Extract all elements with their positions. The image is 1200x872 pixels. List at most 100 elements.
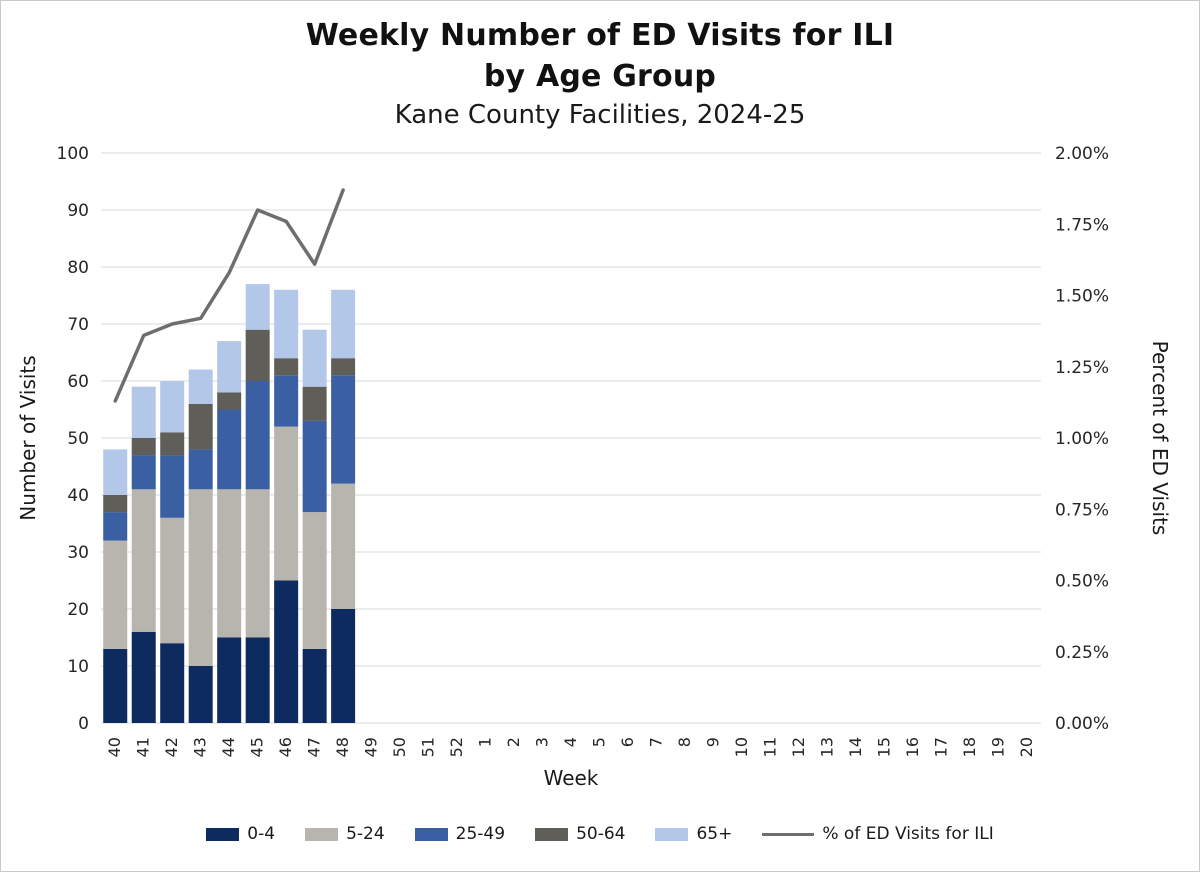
legend-label: 0-4 (247, 824, 276, 844)
bar-segment-65+ (274, 289, 299, 359)
bar-segment-65+ (302, 329, 327, 387)
x-tick-label: 14 (846, 737, 865, 757)
bar-segment-65+ (245, 284, 270, 330)
x-tick-label: 8 (675, 737, 694, 747)
trend-line (113, 188, 345, 403)
x-tick-label: 49 (362, 737, 381, 757)
legend-label: 65+ (696, 824, 733, 844)
x-axis-title: Week (544, 766, 599, 790)
bar-segment-25-49 (331, 375, 356, 484)
x-tick-label: 17 (931, 737, 950, 757)
bar-segment-5-24 (302, 512, 327, 649)
x-tick-label: 12 (789, 737, 808, 757)
bar-segment-0-4 (160, 643, 185, 723)
y-left-tick-label: 60 (67, 372, 89, 392)
x-tick-label: 15 (874, 737, 893, 757)
x-tick-label: 47 (305, 737, 324, 757)
bar-segment-5-24 (160, 517, 185, 644)
y-right-tick-label: 1.25% (1055, 358, 1109, 378)
x-tick-label: 45 (248, 737, 267, 757)
chart-legend: 0-4 5-24 25-49 50-64 65+ % of ED Visits for I… (1, 815, 1199, 853)
y-left-tick-label: 100 (57, 144, 89, 164)
y-right-tick-label: 2.00% (1055, 144, 1109, 164)
x-tick-label: 20 (1017, 737, 1036, 757)
bar-segment-50-64 (188, 403, 213, 450)
y-left-tick-label: 20 (67, 600, 89, 620)
bar-segment-5-24 (103, 540, 128, 649)
legend-swatch-65+ (655, 827, 689, 841)
bar-segment-25-49 (217, 409, 242, 490)
legend-label: 50-64 (576, 824, 626, 844)
y-right-tick-label: 0.00% (1055, 714, 1109, 734)
x-tick-label: 42 (162, 737, 181, 757)
bar-segment-50-64 (331, 358, 356, 376)
legend-swatch-0-4 (206, 827, 240, 841)
bar-segment-50-64 (245, 329, 270, 381)
x-tick-label: 16 (903, 737, 922, 757)
chart-title-line2: by Age Group (483, 59, 717, 94)
bar-segment-25-49 (160, 455, 185, 518)
y-left-tick-label: 80 (67, 258, 89, 278)
legend-label: 5-24 (346, 824, 385, 844)
x-tick-label: 41 (134, 737, 153, 757)
chart-title-line1: Weekly Number of ED Visits for ILI (305, 18, 895, 53)
x-tick-label: 3 (533, 737, 552, 747)
bar-segment-0-4 (245, 637, 270, 723)
bar-segment-5-24 (217, 489, 242, 638)
legend-label: 25-49 (455, 824, 506, 844)
y-right-tick-label: 1.75% (1055, 215, 1109, 235)
y-left-axis-title: Number of Visits (16, 355, 40, 520)
chart-canvas: 0 10 20 30 40 50 60 70 80 90 100 0.00% 0.25% 0.50% 0.7… (16, 144, 1172, 790)
bar-segment-0-4 (188, 666, 213, 723)
x-tick-label: 52 (447, 737, 466, 757)
legend-line-sample (762, 832, 815, 836)
bar-segment-65+ (160, 381, 185, 433)
legend-item-line: % of ED Visits for ILI (762, 824, 994, 844)
y-right-axis-title: Percent of ED Visits (1148, 341, 1172, 536)
legend-item-25-49: 25-49 (414, 824, 506, 844)
bar-segment-50-64 (217, 392, 242, 410)
legend-swatch-25-49 (414, 827, 448, 841)
x-tick-label: 2 (504, 737, 523, 747)
bar-segment-5-24 (274, 426, 299, 581)
bar-segment-65+ (331, 289, 356, 359)
bar-segment-25-49 (188, 449, 213, 490)
legend-swatch-50-64 (535, 827, 569, 841)
y-right-tick-label: 1.00% (1055, 429, 1109, 449)
x-tick-label: 51 (419, 737, 438, 757)
legend-item-5-24: 5-24 (305, 824, 385, 844)
y-right-tick-label: 0.50% (1055, 572, 1109, 592)
legend-item-0-4: 0-4 (206, 824, 275, 844)
bar-segment-50-64 (302, 386, 327, 421)
x-tick-label: 18 (960, 737, 979, 757)
y-right-tick-label: 0.25% (1055, 643, 1109, 663)
bar-segment-65+ (131, 386, 156, 438)
bar-segment-0-4 (131, 631, 156, 723)
legend-item-50-64: 50-64 (535, 824, 625, 844)
x-tick-label: 19 (988, 737, 1007, 757)
x-tick-label: 44 (219, 737, 238, 757)
x-tick-label: 50 (390, 737, 409, 757)
y-right-tick-label: 1.50% (1055, 287, 1109, 307)
x-tick-label: 6 (618, 737, 637, 747)
bar-segment-65+ (188, 369, 213, 404)
y-left-tick-label: 0 (78, 714, 89, 734)
x-tick-label: 4 (561, 737, 580, 747)
bar-segment-50-64 (103, 495, 128, 513)
bar-segment-0-4 (274, 580, 299, 723)
bar-segment-5-24 (245, 489, 270, 638)
x-tick-label: 9 (703, 737, 722, 747)
y-right-tick-label: 0.75% (1055, 500, 1109, 520)
bar-segment-5-24 (331, 483, 356, 609)
x-tick-label: 10 (732, 737, 751, 757)
x-tick-label: 11 (760, 737, 779, 757)
x-tick-label: 13 (817, 737, 836, 757)
bar-segment-65+ (217, 341, 242, 393)
bar-segment-0-4 (217, 637, 242, 723)
bar-segment-50-64 (160, 432, 185, 456)
x-tick-label: 46 (276, 737, 295, 757)
x-tick-label: 40 (105, 737, 124, 757)
x-tick-label: 48 (333, 737, 352, 757)
x-tick-label: 43 (191, 737, 210, 757)
